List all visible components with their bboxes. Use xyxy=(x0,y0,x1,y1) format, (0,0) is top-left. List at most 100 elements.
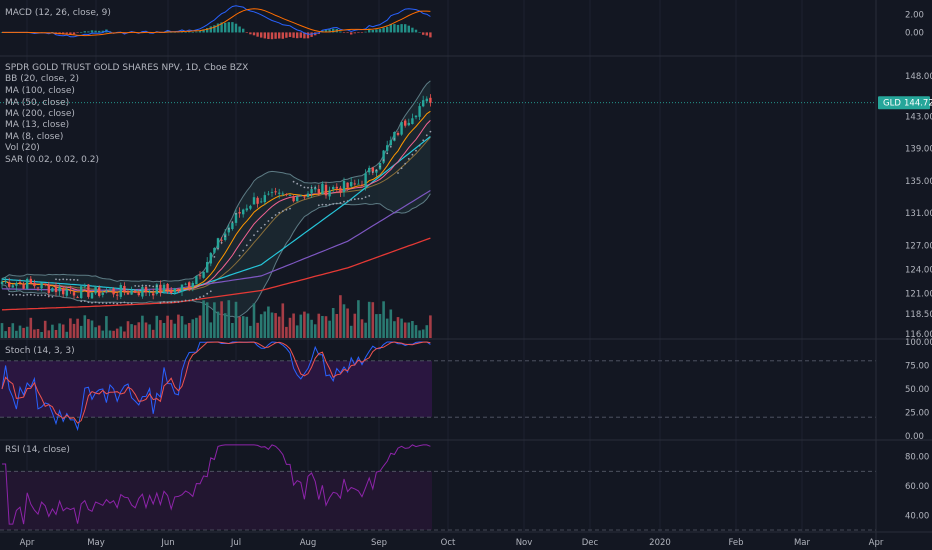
macd-histogram-bar[interactable] xyxy=(202,29,205,33)
volume-bar[interactable] xyxy=(36,329,40,338)
volume-bar[interactable] xyxy=(360,319,364,338)
candle-body[interactable] xyxy=(400,122,403,135)
volume-bar[interactable] xyxy=(313,324,317,338)
volume-bar[interactable] xyxy=(83,315,87,338)
macd-histogram-bar[interactable] xyxy=(80,32,83,33)
candle-body[interactable] xyxy=(281,193,284,195)
volume-bar[interactable] xyxy=(115,328,119,338)
ma13-line[interactable] xyxy=(1,120,431,293)
candle-body[interactable] xyxy=(180,284,184,292)
macd-histogram-bar[interactable] xyxy=(220,22,223,33)
volume-bar[interactable] xyxy=(220,301,223,338)
macd-histogram-bar[interactable] xyxy=(407,25,410,33)
volume-bar[interactable] xyxy=(133,325,137,338)
volume-bar[interactable] xyxy=(317,313,321,338)
macd-histogram-bar[interactable] xyxy=(386,26,389,33)
macd-histogram-bar[interactable] xyxy=(234,23,238,33)
volume-bar[interactable] xyxy=(378,314,382,338)
candle-body[interactable] xyxy=(371,167,374,172)
candle-body[interactable] xyxy=(202,271,205,278)
candle-body[interactable] xyxy=(234,212,238,223)
candle-body[interactable] xyxy=(119,285,122,297)
legend-ma13[interactable]: MA (13, close) xyxy=(5,120,69,130)
volume-bar[interactable] xyxy=(11,323,15,338)
candle-body[interactable] xyxy=(213,247,216,253)
candle-body[interactable] xyxy=(342,181,346,193)
volume-bar[interactable] xyxy=(227,300,231,338)
volume-bar[interactable] xyxy=(47,330,51,338)
candle-body[interactable] xyxy=(177,288,180,291)
volume-bar[interactable] xyxy=(411,321,414,338)
candle-body[interactable] xyxy=(173,288,176,293)
volume-bar[interactable] xyxy=(69,318,72,338)
candle-body[interactable] xyxy=(33,282,36,287)
volume-bar[interactable] xyxy=(173,323,177,338)
macd-histogram-bar[interactable] xyxy=(274,32,277,39)
volume-bar[interactable] xyxy=(295,325,299,338)
candle-body[interactable] xyxy=(76,297,79,298)
macd-histogram-bar[interactable] xyxy=(429,32,432,38)
ma50-line[interactable] xyxy=(1,136,431,295)
candle-body[interactable] xyxy=(209,253,212,264)
candle-body[interactable] xyxy=(227,227,230,233)
macd-histogram-bar[interactable] xyxy=(371,30,374,33)
volume-bar[interactable] xyxy=(54,330,58,338)
candle-body[interactable] xyxy=(11,285,14,288)
candle-body[interactable] xyxy=(216,238,220,248)
macd-histogram-bar[interactable] xyxy=(242,28,245,33)
macd-histogram-bar[interactable] xyxy=(382,27,385,33)
legend-ma50[interactable]: MA (50, close) xyxy=(5,98,69,108)
volume-bar[interactable] xyxy=(425,325,429,338)
candle-body[interactable] xyxy=(238,212,241,214)
macd-histogram-bar[interactable] xyxy=(206,28,209,33)
candle-body[interactable] xyxy=(65,289,68,296)
volume-bar[interactable] xyxy=(33,329,36,339)
macd-histogram-bar[interactable] xyxy=(299,32,302,38)
macd-histogram-bar[interactable] xyxy=(270,32,274,40)
candle-body[interactable] xyxy=(303,196,306,198)
candle-body[interactable] xyxy=(274,191,277,193)
candle-body[interactable] xyxy=(15,283,18,286)
volume-bar[interactable] xyxy=(144,322,148,339)
candle-body[interactable] xyxy=(393,132,396,141)
macd-histogram-bar[interactable] xyxy=(249,32,252,35)
macd-histogram-bar[interactable] xyxy=(245,32,248,33)
volume-bar[interactable] xyxy=(393,321,396,338)
candle-body[interactable] xyxy=(44,283,47,285)
candle-body[interactable] xyxy=(206,262,209,273)
volume-bar[interactable] xyxy=(166,315,169,338)
candle-body[interactable] xyxy=(296,196,299,202)
volume-bar[interactable] xyxy=(357,300,360,338)
macd-histogram-bar[interactable] xyxy=(400,24,403,33)
macd-histogram-bar[interactable] xyxy=(422,32,425,35)
volume-bar[interactable] xyxy=(231,323,234,338)
macd-histogram-bar[interactable] xyxy=(353,32,356,34)
candle-body[interactable] xyxy=(386,145,389,151)
candle-body[interactable] xyxy=(87,284,90,297)
candle-body[interactable] xyxy=(29,278,32,284)
volume-bar[interactable] xyxy=(87,319,90,338)
macd-histogram-bar[interactable] xyxy=(198,30,202,33)
candle-body[interactable] xyxy=(159,284,162,294)
volume-bar[interactable] xyxy=(202,300,205,338)
volume-bar[interactable] xyxy=(414,325,418,338)
candle-body[interactable] xyxy=(425,98,428,102)
candle-body[interactable] xyxy=(0,281,4,285)
macd-histogram-bar[interactable] xyxy=(288,32,292,37)
volume-bar[interactable] xyxy=(429,315,432,338)
volume-bar[interactable] xyxy=(364,322,367,338)
candle-body[interactable] xyxy=(249,205,252,209)
macd-histogram-bar[interactable] xyxy=(296,32,299,39)
candle-body[interactable] xyxy=(256,197,259,204)
bb-lower-line[interactable] xyxy=(1,193,431,319)
candle-body[interactable] xyxy=(137,293,140,296)
macd-histogram-bar[interactable] xyxy=(357,32,360,33)
price-axis[interactable]: 2.00 0.00 148.00 143.00 139.00 135.00 131.00 12… xyxy=(905,11,932,522)
macd-histogram-bar[interactable] xyxy=(350,32,353,35)
volume-bar[interactable] xyxy=(400,318,403,338)
candle-body[interactable] xyxy=(58,287,61,292)
macd-histogram-bar[interactable] xyxy=(285,32,288,38)
volume-bar[interactable] xyxy=(328,320,331,338)
macd-histogram-bar[interactable] xyxy=(195,31,198,33)
volume-bar[interactable] xyxy=(97,325,101,339)
